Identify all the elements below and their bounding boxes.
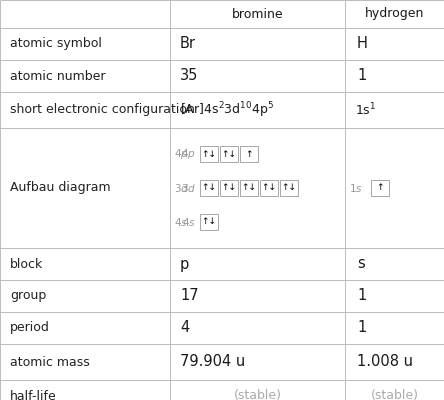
Text: s: s <box>357 256 365 272</box>
Text: 79.904 u: 79.904 u <box>180 354 245 370</box>
Text: ↑↓: ↑↓ <box>222 150 237 159</box>
Text: 1: 1 <box>357 68 366 84</box>
Text: $\rm 1s^1$: $\rm 1s^1$ <box>355 102 377 118</box>
Text: p: p <box>180 256 189 272</box>
Text: 17: 17 <box>180 288 198 304</box>
Bar <box>220 146 238 162</box>
Bar <box>240 146 258 162</box>
Text: ↑↓: ↑↓ <box>281 184 297 192</box>
Text: (stable): (stable) <box>370 390 419 400</box>
Text: 4$\it{p}$: 4$\it{p}$ <box>181 148 196 161</box>
Text: H: H <box>357 36 368 52</box>
Bar <box>220 180 238 196</box>
Text: group: group <box>10 290 46 302</box>
Text: block: block <box>10 258 43 270</box>
Text: 35: 35 <box>180 68 198 84</box>
Text: Aufbau diagram: Aufbau diagram <box>10 182 111 194</box>
Text: Br: Br <box>180 36 196 52</box>
Text: $\mathit{4p}$: $\mathit{4p}$ <box>174 148 189 161</box>
Text: hydrogen: hydrogen <box>365 8 424 20</box>
Text: ↑↓: ↑↓ <box>222 184 237 192</box>
Text: atomic number: atomic number <box>10 70 106 82</box>
Text: 3$\it{d}$: 3$\it{d}$ <box>181 182 196 194</box>
Text: ↑↓: ↑↓ <box>202 184 217 192</box>
Text: period: period <box>10 322 50 334</box>
Bar <box>280 180 298 196</box>
Bar <box>240 180 258 196</box>
Text: ↑↓: ↑↓ <box>202 217 217 226</box>
Bar <box>200 180 218 196</box>
Text: bromine: bromine <box>232 8 283 20</box>
Text: 1.008 u: 1.008 u <box>357 354 413 370</box>
Text: short electronic configuration: short electronic configuration <box>10 104 195 116</box>
Text: $\mathit{1s}$: $\mathit{1s}$ <box>349 182 363 194</box>
Text: atomic mass: atomic mass <box>10 356 90 368</box>
Text: $\mathit{3d}$: $\mathit{3d}$ <box>174 182 189 194</box>
Text: ↑↓: ↑↓ <box>202 150 217 159</box>
Text: half-life: half-life <box>10 390 57 400</box>
Text: ↑↓: ↑↓ <box>242 184 257 192</box>
Text: 4: 4 <box>180 320 189 336</box>
Text: 4$\it{s}$: 4$\it{s}$ <box>182 216 196 228</box>
Bar <box>200 214 218 230</box>
Text: ↑↓: ↑↓ <box>262 184 277 192</box>
Text: 1: 1 <box>357 288 366 304</box>
Bar <box>260 180 278 196</box>
Text: (stable): (stable) <box>234 390 281 400</box>
Text: $\rm [Ar]4s^23d^{10}4p^5$: $\rm [Ar]4s^23d^{10}4p^5$ <box>180 100 274 120</box>
Text: ↑: ↑ <box>376 184 384 192</box>
Text: $\mathit{4s}$: $\mathit{4s}$ <box>174 216 188 228</box>
Text: 1: 1 <box>357 320 366 336</box>
Text: atomic symbol: atomic symbol <box>10 38 102 50</box>
Text: ↑: ↑ <box>245 150 253 159</box>
Bar <box>200 146 218 162</box>
Bar <box>371 180 389 196</box>
